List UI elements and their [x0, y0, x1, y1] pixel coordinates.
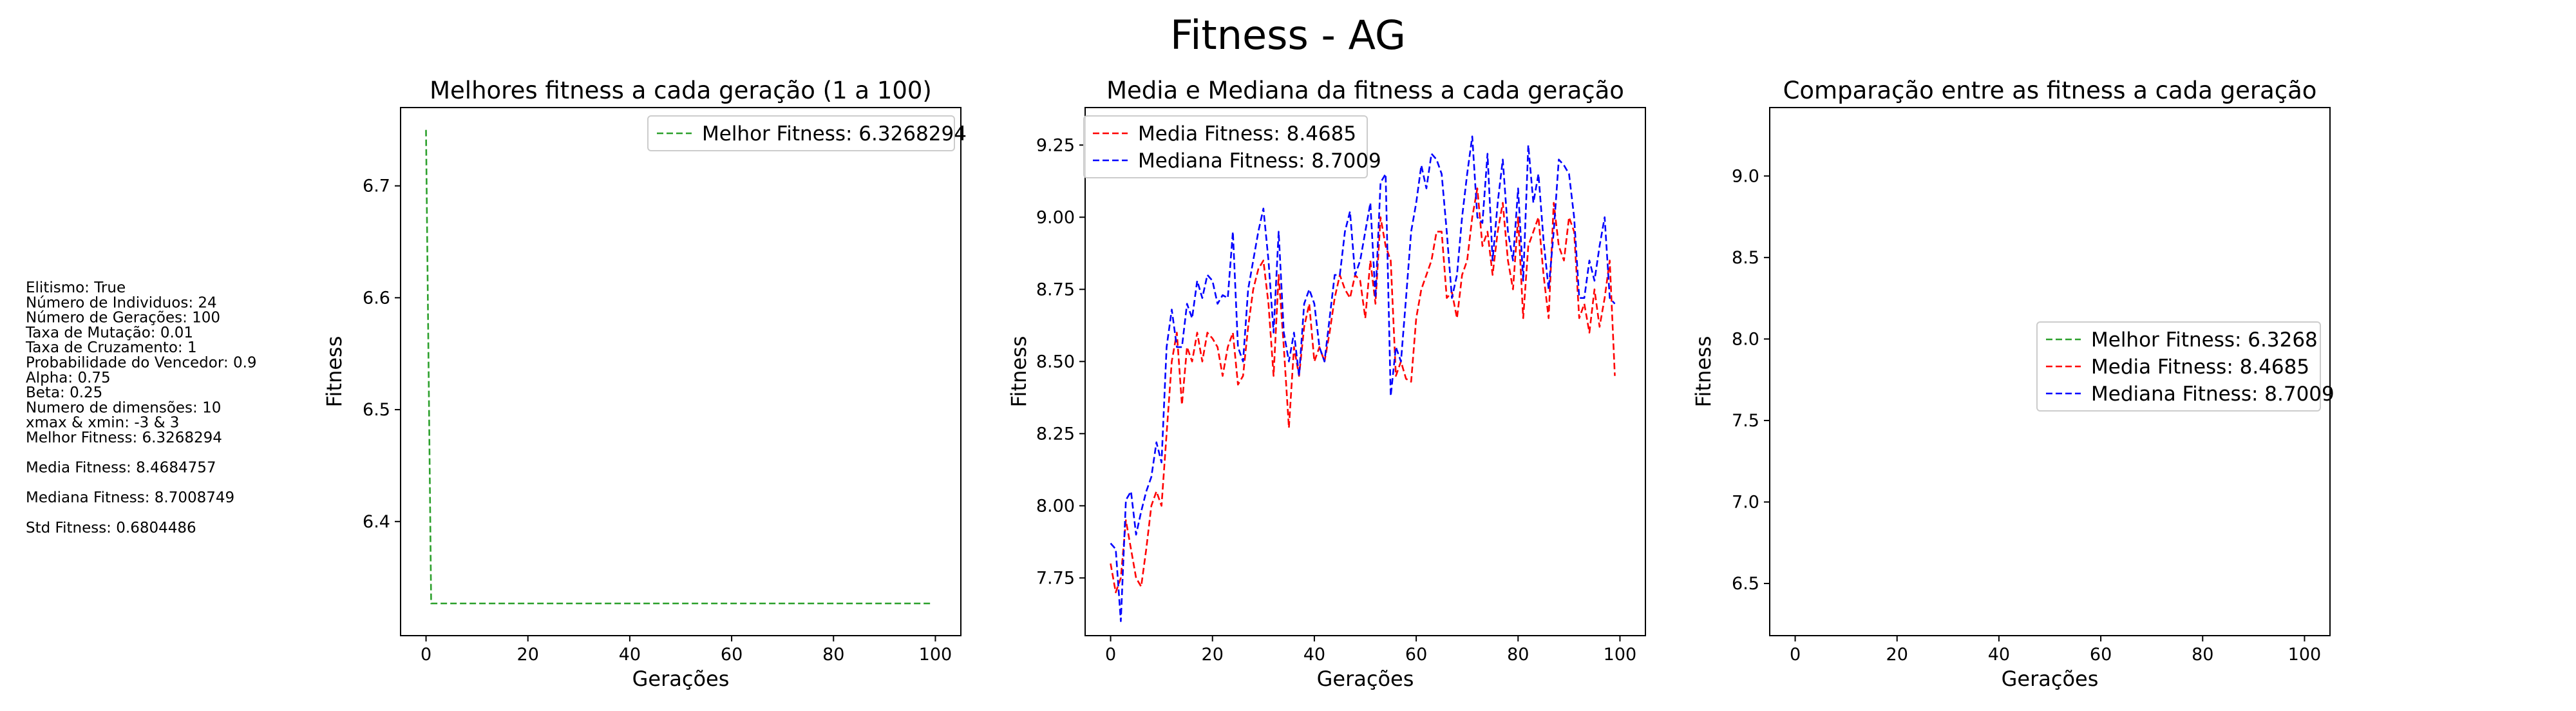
param-line: Número de Gerações: 100 — [26, 310, 220, 327]
y-tick-label: 9.25 — [1036, 135, 1075, 155]
legend: Melhor Fitness: 6.3268 Media Fitness: 8.4… — [2036, 321, 2334, 412]
param-line: Taxa de Cruzamento: 1 — [25, 339, 197, 356]
y-tick-label: 6.7 — [363, 176, 390, 196]
y-tick-label: 8.75 — [1036, 280, 1075, 299]
x-tick-label: 40 — [1988, 645, 2010, 665]
axes-frame — [1084, 107, 1646, 636]
param-line: Número de Individuos: 24 — [26, 294, 217, 311]
param-line: Taxa de Mutação: 0.01 — [25, 325, 193, 341]
series-line — [1110, 187, 1616, 594]
axes-title: Melhores fitness a cada geração (1 a 100… — [430, 77, 932, 104]
y-tick-label: 8.5 — [1732, 248, 1759, 268]
legend: Melhor Fitness: 6.3268294 — [647, 115, 967, 151]
param-line: xmax & xmin: -3 & 3 — [26, 415, 179, 431]
param-line: Melhor Fitness: 6.3268294 — [26, 430, 222, 446]
figure-title: Fitness - AG — [1170, 12, 1406, 59]
y-axis-label: Fitness — [322, 336, 346, 408]
y-tick-label: 8.50 — [1036, 352, 1075, 372]
legend-entry: Melhor Fitness: 6.3268 — [2091, 328, 2318, 352]
y-tick-label: 9.0 — [1732, 166, 1759, 186]
x-tick-label: 80 — [822, 645, 844, 665]
x-tick-label: 0 — [1105, 645, 1116, 665]
x-axis-label: Gerações — [1317, 667, 1414, 691]
legend-frame — [1083, 115, 1368, 178]
y-tick-label: 6.6 — [363, 288, 390, 308]
x-tick-label: 60 — [721, 645, 743, 665]
y-tick-label: 9.00 — [1036, 207, 1075, 227]
x-tick-label: 100 — [919, 645, 952, 665]
y-tick-label: 8.0 — [1732, 329, 1759, 349]
axes-comparison-fitness: Comparação entre as fitness a cada geraç… — [1691, 77, 2334, 691]
param-line: Std Fitness: 0.6804486 — [26, 520, 196, 536]
legend-frame — [2036, 321, 2321, 412]
y-tick-label: 6.5 — [363, 400, 390, 420]
y-axis-label: Fitness — [1691, 336, 1716, 408]
axes-mean-median-fitness: Media e Mediana da fitness a cada geraçã… — [1007, 77, 1646, 691]
x-tick-label: 80 — [2192, 645, 2213, 665]
x-tick-label: 80 — [1507, 645, 1529, 665]
param-line: Mediana Fitness: 8.7008749 — [26, 489, 234, 506]
axes-frame — [1769, 107, 2331, 636]
param-line: Beta: 0.25 — [26, 384, 102, 401]
axes-title: Media e Mediana da fitness a cada geraçã… — [1106, 77, 1624, 104]
legend: Media Fitness: 8.4685 Mediana Fitness: 8.… — [1083, 115, 1381, 178]
x-tick-label: 60 — [2090, 645, 2112, 665]
x-tick-label: 20 — [1886, 645, 1908, 665]
x-tick-label: 0 — [421, 645, 431, 665]
y-tick-label: 6.4 — [363, 512, 390, 532]
legend-entry: Mediana Fitness: 8.7009 — [2091, 383, 2334, 406]
param-line: Alpha: 0.75 — [26, 370, 111, 386]
y-tick-label: 7.0 — [1732, 492, 1759, 512]
x-axis-label: Gerações — [632, 667, 730, 691]
y-tick-label: 6.5 — [1732, 574, 1759, 594]
param-line: Media Fitness: 8.4684757 — [26, 460, 216, 477]
x-tick-label: 0 — [1790, 645, 1801, 665]
y-tick-label: 8.25 — [1036, 424, 1075, 444]
x-axis-label: Gerações — [2002, 667, 2099, 691]
series-line — [425, 129, 931, 605]
legend-entry: Melhor Fitness: 6.3268294 — [702, 122, 967, 146]
axes-best-fitness: Melhores fitness a cada geração (1 a 100… — [322, 77, 967, 691]
legend-frame — [647, 115, 955, 151]
x-tick-label: 40 — [619, 645, 641, 665]
x-tick-label: 40 — [1303, 645, 1325, 665]
x-tick-label: 100 — [1604, 645, 1637, 665]
y-axis-label: Fitness — [1007, 336, 1031, 408]
series-line — [1110, 135, 1616, 622]
param-line: Numero de dimensões: 10 — [26, 399, 221, 416]
param-line: Probabilidade do Vencedor: 0.9 — [26, 355, 257, 372]
param-line: Elitismo: True — [26, 280, 126, 296]
x-tick-label: 100 — [2288, 645, 2322, 665]
y-tick-label: 7.75 — [1036, 568, 1075, 588]
y-tick-label: 8.00 — [1036, 496, 1075, 516]
x-tick-label: 60 — [1405, 645, 1427, 665]
axes-title: Comparação entre as fitness a cada geraç… — [1783, 77, 2317, 104]
legend-entry: Media Fitness: 8.4685 — [2091, 356, 2309, 379]
legend-entry: Mediana Fitness: 8.7009 — [1138, 149, 1381, 173]
axes-frame — [400, 107, 961, 636]
x-tick-label: 20 — [1202, 645, 1224, 665]
y-tick-label: 7.5 — [1732, 411, 1759, 431]
x-tick-label: 20 — [517, 645, 539, 665]
legend-entry: Media Fitness: 8.4685 — [1138, 122, 1356, 146]
